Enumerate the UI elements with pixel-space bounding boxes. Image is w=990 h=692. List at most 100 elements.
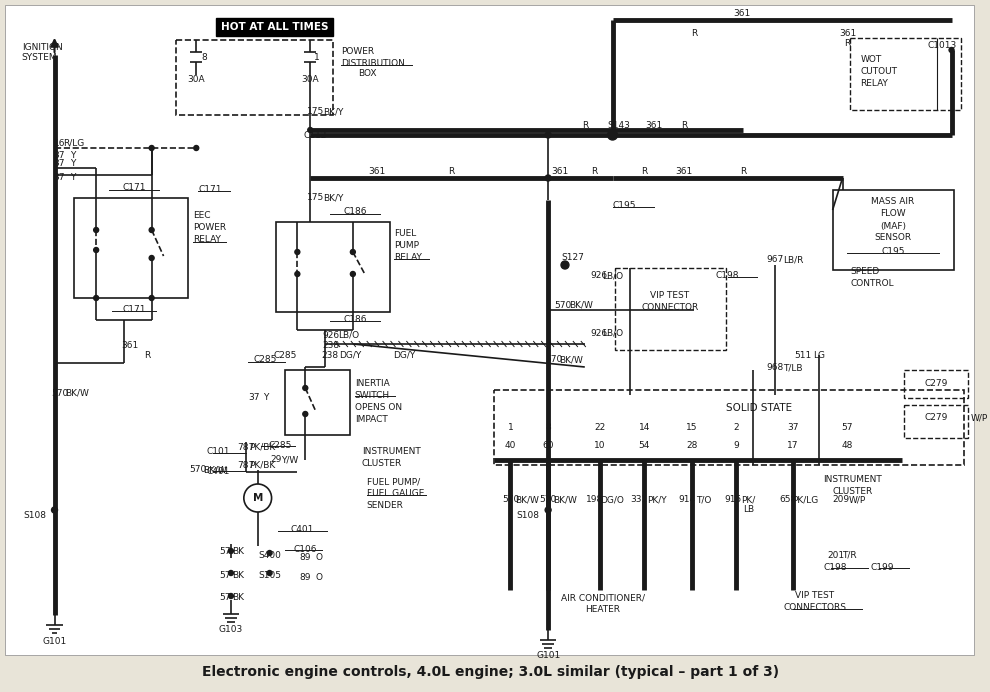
Text: 968: 968 bbox=[766, 363, 784, 372]
Text: BK/W: BK/W bbox=[559, 356, 583, 365]
Text: R: R bbox=[582, 122, 588, 131]
Text: RELAY: RELAY bbox=[193, 235, 221, 244]
Text: 57: 57 bbox=[219, 594, 231, 603]
Text: C401: C401 bbox=[206, 466, 230, 475]
Text: Y: Y bbox=[69, 158, 75, 167]
Text: 22: 22 bbox=[594, 424, 605, 432]
Text: S400: S400 bbox=[258, 551, 281, 560]
Text: POWER: POWER bbox=[193, 224, 227, 233]
Text: 361: 361 bbox=[733, 10, 750, 19]
Text: 967: 967 bbox=[766, 255, 784, 264]
Circle shape bbox=[949, 48, 954, 53]
Text: C198: C198 bbox=[824, 563, 847, 572]
Text: C285: C285 bbox=[269, 441, 292, 450]
Text: C101: C101 bbox=[206, 448, 230, 457]
Text: LG: LG bbox=[813, 351, 825, 360]
Text: W/P: W/P bbox=[970, 414, 988, 423]
Bar bbox=[833, 190, 953, 270]
Text: INSTRUMENT: INSTRUMENT bbox=[823, 475, 882, 484]
Text: R: R bbox=[642, 167, 647, 176]
Circle shape bbox=[94, 228, 99, 233]
Text: 361: 361 bbox=[645, 122, 663, 131]
Text: HOT AT ALL TIMES: HOT AT ALL TIMES bbox=[221, 22, 329, 32]
Text: C171: C171 bbox=[122, 305, 146, 314]
Text: BK/Y: BK/Y bbox=[323, 194, 344, 203]
Text: FUEL: FUEL bbox=[394, 230, 417, 239]
Text: 37: 37 bbox=[53, 150, 65, 159]
Text: C401: C401 bbox=[291, 525, 314, 534]
Text: M: M bbox=[252, 493, 263, 503]
Circle shape bbox=[149, 228, 154, 233]
Text: INSTRUMENT: INSTRUMENT bbox=[361, 448, 421, 457]
Circle shape bbox=[561, 261, 569, 269]
Text: PK/BK: PK/BK bbox=[249, 442, 276, 451]
Text: 16: 16 bbox=[53, 138, 65, 147]
Text: W/P: W/P bbox=[848, 495, 866, 504]
Text: C285: C285 bbox=[254, 356, 277, 365]
Text: 8: 8 bbox=[201, 53, 207, 62]
Text: BK/W: BK/W bbox=[569, 300, 593, 309]
Text: BOX: BOX bbox=[357, 69, 376, 78]
Text: INERTIA: INERTIA bbox=[354, 379, 390, 388]
Text: (MAF): (MAF) bbox=[880, 221, 906, 230]
Text: T/R: T/R bbox=[842, 551, 856, 560]
Text: Y: Y bbox=[69, 174, 75, 183]
Text: Y/W: Y/W bbox=[281, 455, 298, 464]
Text: FUEL PUMP/: FUEL PUMP/ bbox=[366, 477, 420, 486]
Text: CONNECTOR: CONNECTOR bbox=[642, 304, 699, 313]
Text: R: R bbox=[592, 167, 598, 176]
Text: SPEED: SPEED bbox=[850, 268, 880, 277]
Text: LB/O: LB/O bbox=[602, 271, 623, 280]
Text: RELAY: RELAY bbox=[394, 253, 423, 262]
Text: R: R bbox=[844, 39, 850, 48]
Text: PUMP: PUMP bbox=[394, 242, 420, 251]
Circle shape bbox=[295, 250, 300, 255]
Text: 37: 37 bbox=[787, 424, 799, 432]
Text: C112: C112 bbox=[304, 131, 327, 140]
Text: 361: 361 bbox=[368, 167, 385, 176]
Text: SOLID STATE: SOLID STATE bbox=[726, 403, 792, 413]
Bar bbox=[275, 222, 389, 312]
Text: CUTOUT: CUTOUT bbox=[860, 68, 897, 77]
Text: C279: C279 bbox=[925, 379, 947, 388]
Text: POWER: POWER bbox=[341, 48, 374, 57]
Text: C195: C195 bbox=[613, 201, 636, 210]
Text: R: R bbox=[741, 167, 746, 176]
Text: 914: 914 bbox=[678, 495, 695, 504]
Text: Electronic engine controls, 4.0L engine; 3.0L similar (typical – part 1 of 3): Electronic engine controls, 4.0L engine;… bbox=[202, 665, 779, 679]
Text: 15: 15 bbox=[686, 424, 698, 432]
Circle shape bbox=[350, 250, 355, 255]
Text: S105: S105 bbox=[258, 570, 281, 579]
Text: R/LG: R/LG bbox=[62, 138, 84, 147]
Circle shape bbox=[608, 130, 618, 140]
Text: 89: 89 bbox=[300, 574, 311, 583]
Text: 570: 570 bbox=[190, 466, 207, 475]
Text: PK/: PK/ bbox=[742, 495, 755, 504]
Circle shape bbox=[149, 255, 154, 260]
Text: 89: 89 bbox=[300, 554, 311, 563]
Bar bbox=[176, 40, 333, 115]
Text: C199: C199 bbox=[870, 563, 894, 572]
Text: RELAY: RELAY bbox=[860, 80, 888, 89]
Text: HEATER: HEATER bbox=[585, 606, 620, 614]
Text: O: O bbox=[316, 554, 323, 563]
Circle shape bbox=[94, 248, 99, 253]
Circle shape bbox=[229, 594, 234, 599]
Text: C186: C186 bbox=[344, 208, 366, 217]
Text: PK/LG: PK/LG bbox=[792, 495, 818, 504]
Text: LB/O: LB/O bbox=[339, 331, 359, 340]
Bar bbox=[74, 198, 188, 298]
Text: DISTRIBUTION: DISTRIBUTION bbox=[341, 59, 405, 68]
Bar bbox=[615, 268, 726, 350]
Text: BK/Y: BK/Y bbox=[323, 107, 344, 116]
Text: VIP TEST: VIP TEST bbox=[650, 291, 690, 300]
Text: PK/BK: PK/BK bbox=[249, 460, 276, 469]
Text: 8: 8 bbox=[545, 424, 551, 432]
Text: WOT: WOT bbox=[860, 55, 882, 64]
Text: BK/W: BK/W bbox=[203, 466, 227, 475]
Bar bbox=[216, 18, 333, 36]
Text: 238: 238 bbox=[323, 341, 340, 351]
Text: 787: 787 bbox=[238, 442, 254, 451]
Text: 787: 787 bbox=[238, 460, 254, 469]
Text: EEC: EEC bbox=[193, 212, 211, 221]
